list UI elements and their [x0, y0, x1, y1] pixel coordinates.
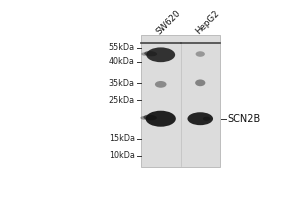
Text: HepG2: HepG2: [194, 9, 221, 36]
Ellipse shape: [146, 111, 176, 127]
Ellipse shape: [144, 51, 157, 56]
Text: 35kDa: 35kDa: [109, 79, 135, 88]
Ellipse shape: [143, 115, 157, 120]
Ellipse shape: [140, 116, 148, 120]
Ellipse shape: [155, 81, 167, 88]
Ellipse shape: [196, 51, 205, 57]
Ellipse shape: [188, 112, 213, 125]
Text: SCN2B: SCN2B: [227, 114, 260, 124]
Bar: [141, 35, 220, 167]
Ellipse shape: [146, 47, 175, 62]
Ellipse shape: [141, 52, 148, 56]
Text: 40kDa: 40kDa: [109, 57, 135, 66]
Ellipse shape: [195, 79, 206, 86]
Text: 55kDa: 55kDa: [109, 43, 135, 52]
Text: 15kDa: 15kDa: [109, 134, 135, 143]
Text: SW620: SW620: [154, 8, 182, 36]
Ellipse shape: [203, 117, 211, 121]
Text: 25kDa: 25kDa: [109, 96, 135, 105]
Text: 10kDa: 10kDa: [109, 151, 135, 160]
